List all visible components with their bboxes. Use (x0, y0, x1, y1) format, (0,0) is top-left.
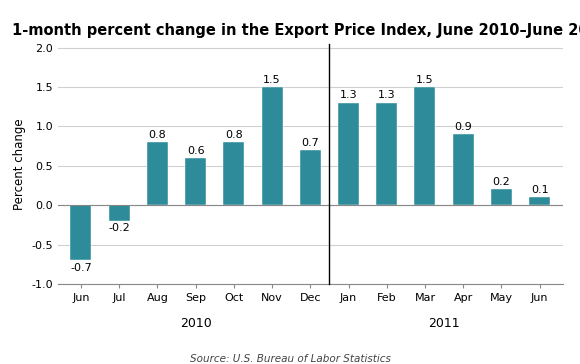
Text: 2011: 2011 (428, 317, 460, 330)
Title: 1-month percent change in the Export Price Index, June 2010–June 2011: 1-month percent change in the Export Pri… (12, 23, 580, 38)
Bar (262, 87, 282, 205)
Text: 0.8: 0.8 (225, 130, 242, 140)
Text: 1.5: 1.5 (263, 75, 281, 85)
Bar (185, 158, 206, 205)
Text: 0.2: 0.2 (492, 177, 510, 187)
Bar (70, 205, 92, 260)
Bar (453, 134, 474, 205)
Bar (338, 103, 359, 205)
Text: 0.8: 0.8 (148, 130, 166, 140)
Text: 0.7: 0.7 (302, 138, 319, 148)
Bar (491, 189, 512, 205)
Bar (223, 142, 244, 205)
Text: 0.6: 0.6 (187, 146, 204, 155)
Text: -0.2: -0.2 (108, 223, 130, 233)
Bar (376, 103, 397, 205)
Text: 1.3: 1.3 (340, 90, 357, 100)
Bar (529, 197, 550, 205)
Bar (415, 87, 436, 205)
Y-axis label: Percent change: Percent change (13, 118, 26, 210)
Text: -0.7: -0.7 (70, 263, 92, 273)
Text: 0.1: 0.1 (531, 185, 549, 195)
Text: 1.5: 1.5 (416, 75, 434, 85)
Bar (300, 150, 321, 205)
Bar (108, 205, 130, 221)
Text: 2010: 2010 (180, 317, 212, 330)
Text: Source: U.S. Bureau of Labor Statistics: Source: U.S. Bureau of Labor Statistics (190, 354, 390, 364)
Text: 1.3: 1.3 (378, 90, 396, 100)
Bar (147, 142, 168, 205)
Text: 0.9: 0.9 (454, 122, 472, 132)
